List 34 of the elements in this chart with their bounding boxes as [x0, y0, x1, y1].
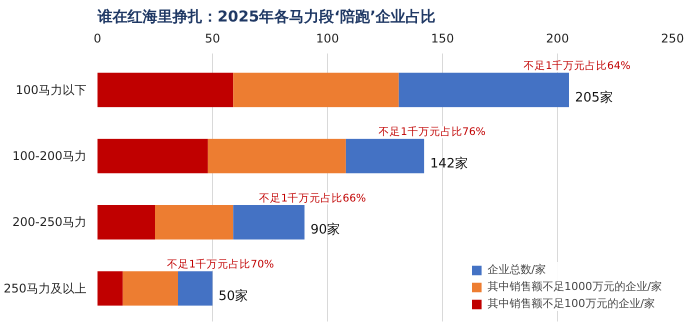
bar	[98, 72, 234, 108]
bar	[122, 271, 178, 306]
total-label: 142家	[430, 156, 468, 172]
chart-title: 谁在红海里挣扎：2025年各马力段‘陪跑’企业占比	[96, 8, 436, 26]
total-label: 90家	[310, 222, 340, 238]
x-tick-label: 150	[431, 32, 454, 46]
bar	[233, 205, 304, 240]
y-tick-label: 100马力以下	[16, 82, 86, 97]
y-tick-label: 200-250马力	[12, 215, 86, 230]
bar	[98, 271, 123, 306]
total-label: 50家	[218, 288, 248, 304]
bar	[178, 271, 212, 306]
x-tick-label: 100	[316, 32, 339, 46]
bar	[208, 138, 346, 174]
y-tick-label: 100-200马力	[12, 149, 86, 164]
total-label: 205家	[575, 89, 613, 106]
legend-label: 其中销售额不足100万元的企业/家	[487, 296, 655, 311]
annotation: 不足1千万元占比76%	[378, 125, 486, 138]
legend-label: 企业总数/家	[487, 262, 546, 277]
x-tick-label: 0	[94, 32, 102, 46]
bar	[98, 138, 208, 174]
y-tick-label: 250马力及以上	[4, 281, 86, 296]
bar	[346, 138, 424, 174]
bar	[155, 205, 234, 240]
bar	[98, 205, 155, 240]
x-tick-label: 250	[661, 32, 684, 46]
x-tick-label: 50	[204, 32, 220, 46]
legend-label: 其中销售额不足1000万元的企业/家	[487, 279, 662, 294]
bar	[233, 72, 399, 108]
annotation: 不足1千万元占比66%	[258, 191, 366, 204]
bar	[398, 72, 569, 108]
x-tick-label: 200	[546, 32, 569, 46]
annotation: 不足1千万元占比70%	[166, 258, 274, 271]
annotation: 不足1千万元占比64%	[523, 59, 631, 72]
